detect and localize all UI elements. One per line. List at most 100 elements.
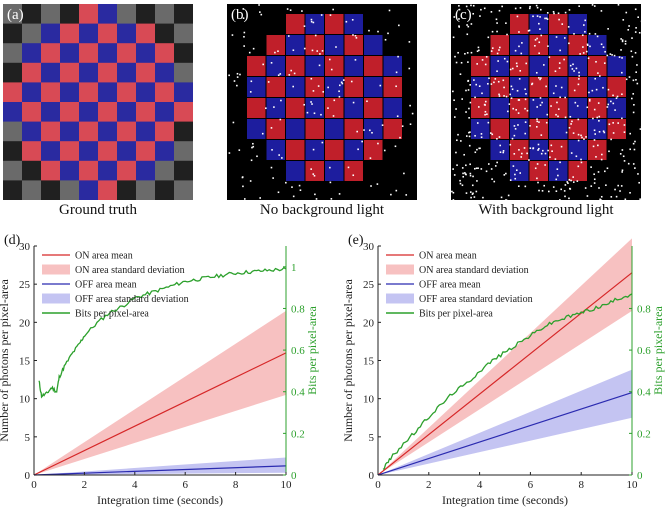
noise-dot [546,12,549,14]
recon-cell [490,77,509,97]
noise-dot [477,167,479,170]
recon-cell [510,56,529,76]
noise-dot [455,61,458,64]
y-right-tick-label: 0.2 [637,428,651,440]
noise-dot [518,45,520,48]
noise-dot [539,28,541,30]
noise-dot [545,121,548,124]
checker-cell [117,141,137,162]
noise-dot [466,33,469,36]
noise-dot [332,115,335,117]
noise-dot [546,113,549,116]
noise-dot [520,52,523,55]
recon-cell [266,119,285,139]
noise-dot [472,175,474,178]
x-tick-label: 6 [182,479,188,491]
noise-dot [498,49,500,51]
noise-dot [621,57,623,59]
noise-dot [258,4,260,6]
noise-dot [612,94,614,97]
noise-dot [468,135,471,138]
noise-dot [633,148,636,151]
noise-dot [586,43,589,46]
checker-cell [174,102,193,123]
recon-cell [568,161,587,181]
noise-dot [303,103,305,106]
checker-cell [3,102,23,123]
checker-cell [79,102,99,123]
noise-dot [468,117,470,119]
recon-cell [568,56,587,76]
panel-label: (d) [4,233,21,248]
noise-dot [565,131,568,134]
noise-dot [519,172,522,174]
noise-dot [463,153,465,156]
noise-dot [569,188,572,190]
noise-dot [243,35,245,38]
noise-dot [475,167,478,170]
noise-dot [524,107,526,110]
noise-dot [496,30,498,33]
noise-dot [476,63,478,65]
noise-dot [487,36,490,39]
y-right-tick-label: 0.6 [291,345,305,357]
noise-dot [455,108,457,110]
noise-dot [590,185,593,187]
checker-cell [117,62,137,83]
checker-cell [174,82,193,103]
noise-dot [536,106,538,108]
recon-cell [305,56,324,76]
noise-dot [535,126,538,128]
noise-dot [468,144,471,147]
noise-dot [332,8,334,11]
noise-dot [478,85,481,88]
recon-cell [344,98,363,118]
noise-dot [550,144,553,147]
noise-dot [383,149,386,152]
checker-cell [117,82,137,103]
noise-dot [524,132,527,135]
recon-cell [286,77,305,97]
x-tick-label: 8 [578,479,584,491]
noise-dot [453,174,456,176]
noise-dot [338,84,341,87]
noise-dot [510,85,513,88]
noise-dot [593,108,596,111]
noise-dot [484,63,487,66]
noise-dot [570,152,573,154]
noise-dot [474,134,476,137]
noise-dot [310,77,313,80]
y-right-tick-label: 0 [291,470,297,482]
noise-dot [330,198,333,200]
noise-dot [510,97,513,99]
noise-dot [557,174,559,177]
noise-dot [508,103,511,105]
checker-cell [174,62,193,83]
noise-dot [531,82,534,85]
noise-dot [577,118,580,121]
checker-cell [3,82,23,103]
noise-dot [329,166,331,169]
checker-cell [174,23,193,44]
noise-dot [523,147,526,149]
noise-dot [578,75,580,77]
noise-dot [398,24,400,27]
noise-dot [310,168,312,170]
noise-dot [453,99,455,102]
noise-dot [390,193,392,196]
noise-dot [557,12,560,15]
noise-dot [568,197,570,200]
noise-dot [322,91,325,93]
noise-dot [591,4,594,6]
noise-dot [312,90,315,92]
noise-dot [505,95,508,98]
noise-dot [455,151,457,154]
checker-cell [22,23,42,44]
recon-cell [529,56,548,76]
noise-dot [228,74,230,77]
noise-dot [281,157,283,159]
noise-dot [467,89,470,91]
noise-dot [518,78,521,80]
noise-dot [610,100,612,103]
noise-dot [634,31,637,33]
